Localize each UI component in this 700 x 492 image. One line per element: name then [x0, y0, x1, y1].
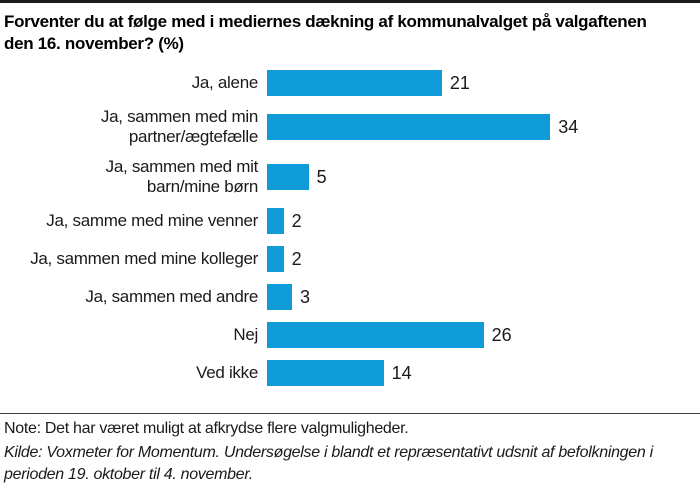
bar: [267, 360, 384, 387]
value-label: 3: [299, 286, 310, 307]
bar: [267, 114, 551, 141]
bar: [267, 208, 284, 235]
bar-row: Ja, samme med mine venner 2: [4, 202, 696, 240]
source-text: Kilde: Voxmeter for Momentum. Undersøgel…: [4, 444, 653, 483]
bar-row: Ja, sammen med mine kolleger 2: [4, 240, 696, 278]
bar-row: Nej 26: [4, 316, 696, 354]
note-text: Note: Det har været muligt at afkrydse f…: [4, 420, 409, 437]
bar-row: Ja, alene 21: [4, 64, 696, 102]
bar: [267, 322, 484, 349]
bar-row: Ja, sammen med andre 3: [4, 278, 696, 316]
bar: [267, 70, 442, 97]
category-label: Ja, sammen med mine kolleger: [30, 249, 258, 269]
value-label: 5: [316, 166, 327, 187]
bar: [267, 246, 284, 273]
value-label: 26: [491, 324, 512, 345]
category-label: Ja, samme med mine venner: [46, 211, 258, 231]
bar-row: Ja, sammen med mit barn/mine børn 5: [4, 152, 696, 202]
category-label: Nej: [233, 325, 258, 345]
bar: [267, 164, 309, 191]
value-label: 2: [291, 248, 302, 269]
bar-row: Ved ikke 14: [4, 354, 696, 392]
category-label: Ved ikke: [196, 363, 258, 383]
bar: [267, 284, 292, 311]
value-label: 34: [558, 116, 579, 137]
category-label: Ja, sammen med andre: [85, 287, 258, 307]
value-label: 14: [391, 362, 412, 383]
value-label: 21: [449, 72, 470, 93]
category-label: Ja, alene: [191, 73, 259, 93]
chart-footer: Note: Det har været muligt at afkrydse f…: [0, 413, 700, 485]
bar-row: Ja, sammen med min partner/ægtefælle 34: [4, 102, 696, 152]
chart-title: Forventer du at følge med i mediernes dæ…: [4, 12, 647, 54]
bar-chart: Ja, alene 21 Ja, sammen med min partner/æg…: [4, 64, 696, 392]
category-label: Ja, sammen med mit barn/mine børn: [105, 157, 259, 197]
category-label: Ja, sammen med min partner/ægtefælle: [100, 107, 258, 147]
value-label: 2: [291, 210, 302, 231]
